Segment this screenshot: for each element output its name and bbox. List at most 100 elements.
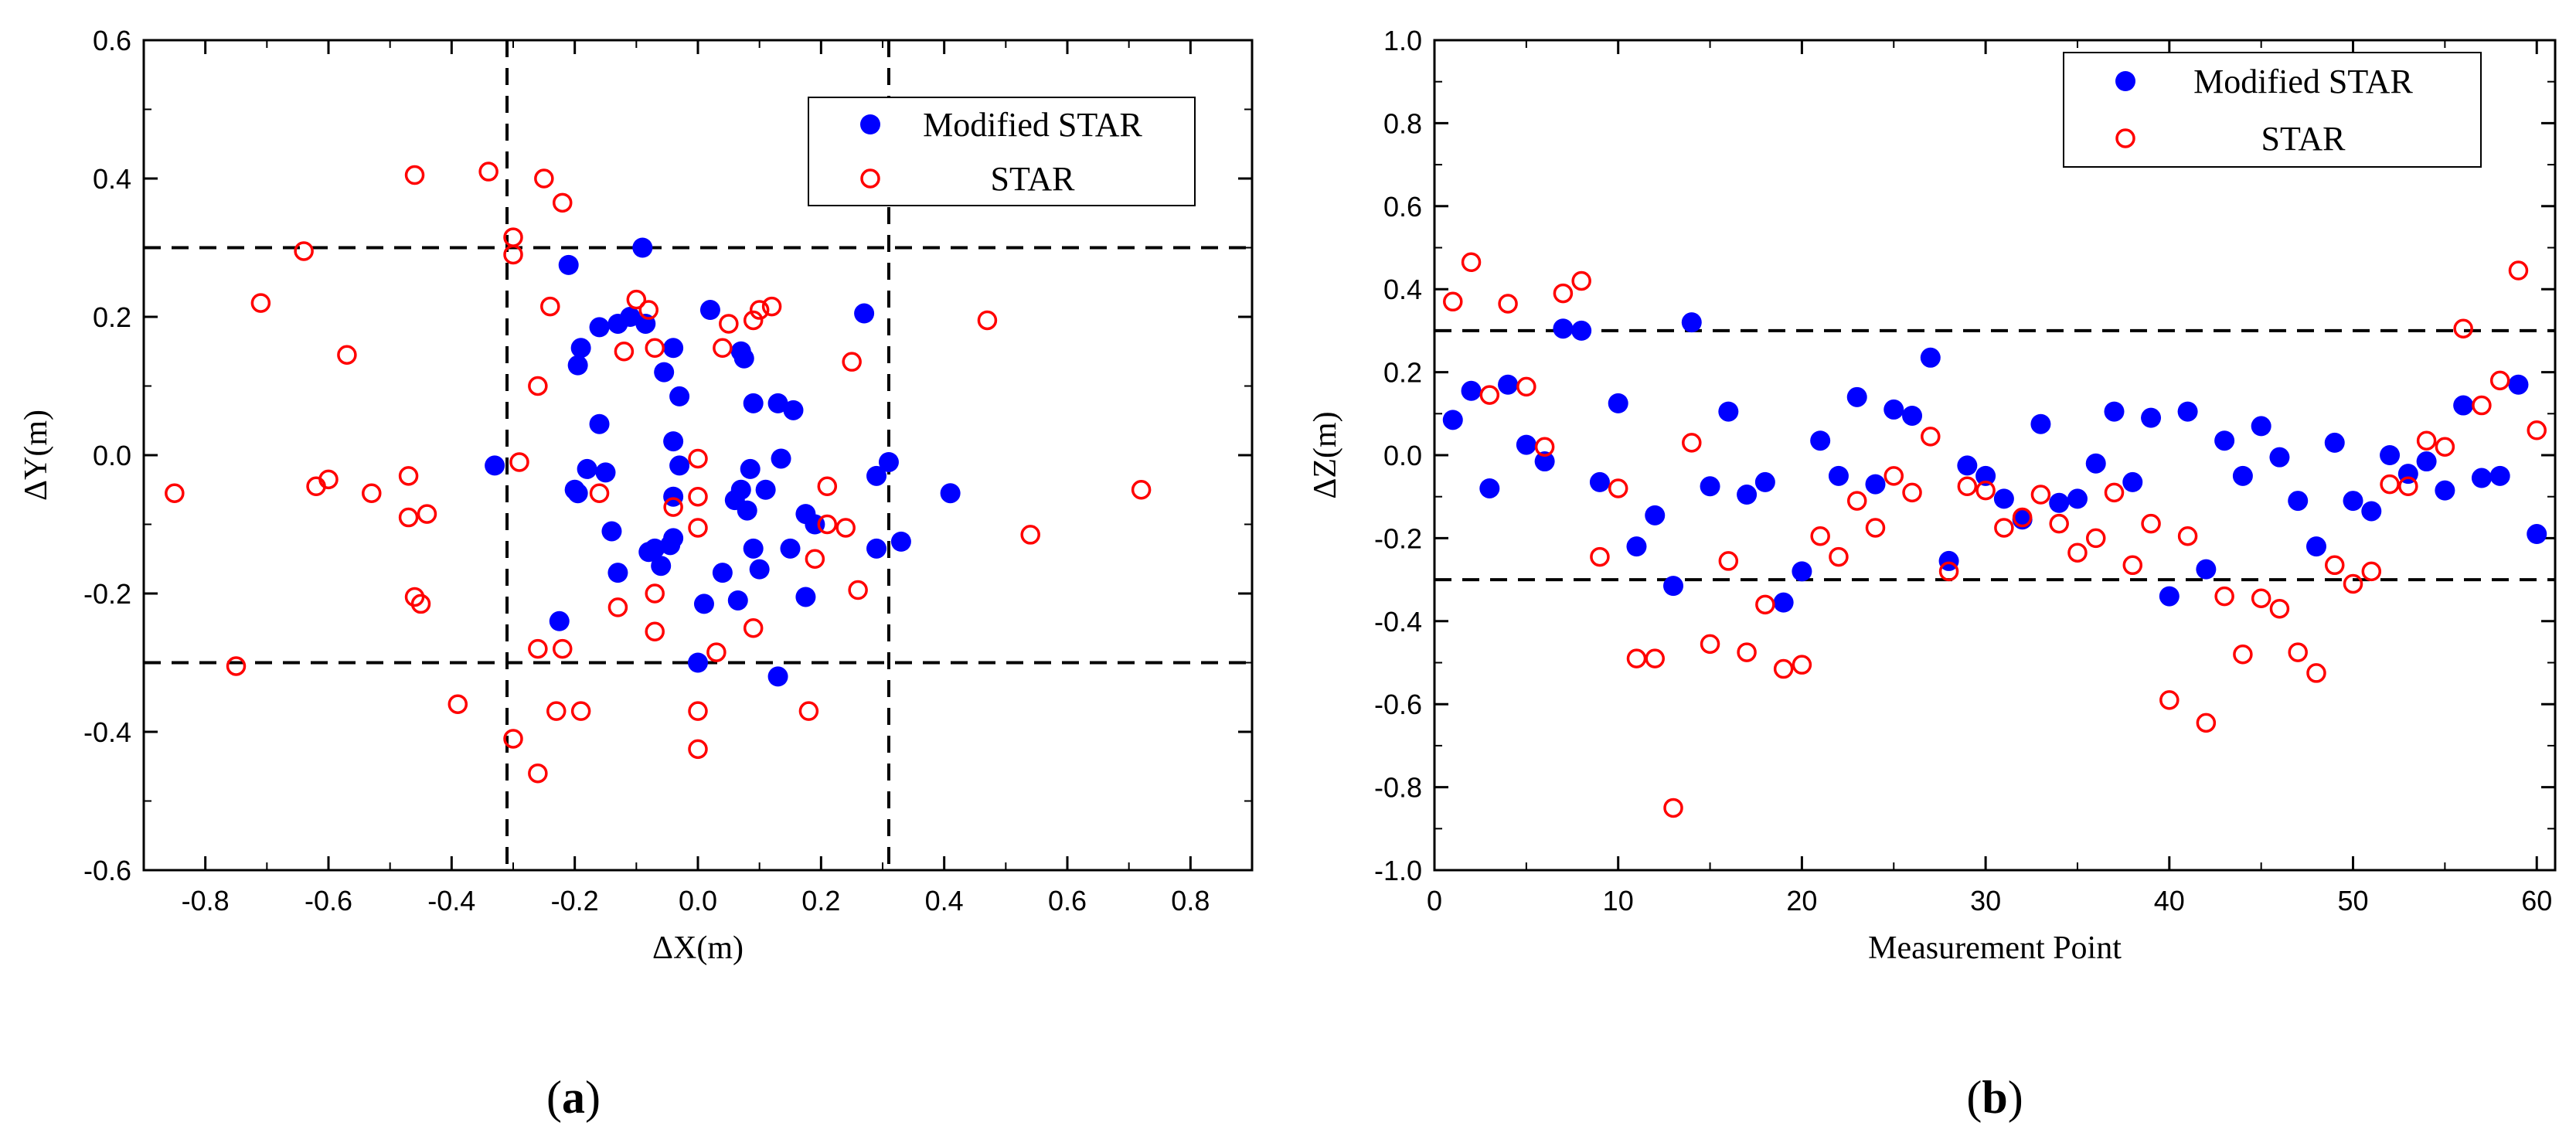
chart-b-point-star	[2489, 370, 2510, 391]
chart-a-point-modified-star	[780, 538, 801, 559]
chart-b-point-modified-star	[1957, 455, 1978, 476]
chart-b-point-modified-star	[2269, 447, 2290, 468]
chart-b-point-star	[1553, 283, 1574, 304]
chart-a-point-modified-star	[749, 559, 770, 580]
chart-b-point-modified-star	[2104, 401, 2125, 422]
chart-a-point-star	[645, 583, 665, 604]
chart-b-point-modified-star	[1920, 347, 1941, 368]
chart-b-point-modified-star	[2141, 407, 2162, 428]
chart-b-point-modified-star	[2471, 468, 2492, 488]
chart-a-point-star	[835, 518, 856, 538]
chart-a-point-star	[528, 376, 548, 396]
chart-a-x-tick-label: -0.2	[551, 885, 599, 917]
chart-b-point-modified-star	[2177, 401, 2198, 422]
chart-a-point-modified-star	[733, 348, 754, 369]
chart-b-point-star	[2380, 474, 2400, 495]
chart-a-point-star	[749, 300, 770, 320]
chart-b-point-star	[1737, 642, 1757, 662]
chart-b-point-star	[1626, 648, 1647, 668]
chart-a-y-tick-label: 0.0	[93, 440, 131, 471]
chart-a-point-modified-star	[693, 594, 714, 614]
chart-a-point-star	[318, 469, 339, 490]
chart-a-point-star	[614, 342, 635, 362]
chart-a-point-star	[713, 338, 733, 359]
chart-b-point-modified-star	[1553, 318, 1574, 339]
chart-b-point-star	[2343, 573, 2363, 594]
chart-b-point-star	[2214, 586, 2234, 607]
chart-b-point-modified-star	[1754, 471, 1775, 492]
chart-b-point-modified-star	[1718, 401, 1739, 422]
chart-b-point-star	[2306, 663, 2326, 683]
chart-b-point-modified-star	[1737, 485, 1758, 505]
chart-b-point-star	[1846, 491, 1867, 511]
chart-a-point-star	[688, 701, 708, 721]
chart-a-point-modified-star	[595, 462, 616, 483]
chart-b-point-star	[1773, 658, 1794, 679]
chart-a-point-star	[589, 483, 610, 503]
chart-b-point-modified-star	[1810, 430, 1831, 451]
chart-a-point-modified-star	[669, 386, 690, 406]
chart-b-point-star	[2527, 420, 2547, 440]
chart-b-legend-label: STAR	[2261, 120, 2346, 158]
chart-b-y-tick-label: -0.2	[1374, 522, 1422, 554]
chart-a-point-modified-star	[620, 307, 641, 327]
chart-b-legend-box	[2063, 52, 2482, 168]
chart-a-point-star	[447, 694, 468, 714]
chart-b-caption: (b)	[1966, 1072, 2023, 1123]
chart-b-point-star	[1975, 480, 1996, 501]
chart-a-legend-label: STAR	[991, 160, 1076, 198]
chart-b-point-star	[1994, 518, 2014, 538]
chart-b-legend-marker-star	[2115, 128, 2135, 148]
chart-b-point-modified-star	[1663, 576, 1684, 597]
chart-a-point-star	[645, 338, 665, 359]
chart-a-point-star	[719, 314, 739, 334]
chart-b-point-modified-star	[2343, 491, 2363, 512]
chart-b-point-star	[2177, 525, 2198, 546]
chart-a-point-star	[546, 701, 567, 721]
chart-a-x-tick-label: 0.4	[925, 885, 964, 917]
chart-b-point-star	[2453, 318, 2473, 338]
chart-b-point-star	[2325, 555, 2345, 576]
chart-a-point-star	[404, 165, 425, 185]
chart-b-point-modified-star	[2435, 480, 2455, 501]
chart-b-point-modified-star	[1461, 380, 1482, 401]
chart-b-point-modified-star	[1700, 476, 1720, 497]
chart-b-point-modified-star	[2508, 374, 2529, 395]
chart-a-point-star	[398, 466, 419, 486]
chart-b-legend-marker-modified-star	[2115, 71, 2135, 91]
chart-a-point-star	[528, 638, 548, 659]
chart-a-point-star	[848, 580, 868, 600]
chart-a-point-modified-star	[601, 521, 622, 542]
chart-b-point-star	[2030, 485, 2051, 505]
chart-a-point-modified-star	[567, 355, 588, 376]
chart-b-point-star	[2288, 642, 2308, 662]
chart-b-point-modified-star	[2527, 524, 2547, 545]
chart-a-x-tick-label: 0.8	[1171, 885, 1210, 917]
chart-a-x-tick-label: 0.2	[801, 885, 840, 917]
chart-a-point-modified-star	[866, 465, 887, 486]
chart-b-point-modified-star	[2489, 465, 2510, 486]
chart-b-y-axis-label: ΔZ(m)	[1308, 411, 1343, 498]
chart-b: 0 10 20 30 40 50 60 -1.0 -0.8 -0.6 -0.4 -0.2 0.0 0.2 0…	[1308, 25, 2557, 1123]
chart-a-point-modified-star	[854, 303, 875, 324]
chart-b-point-modified-star	[2232, 465, 2253, 486]
chart-a-point-modified-star	[767, 393, 788, 413]
chart-b-legend-label: Modified STAR	[2193, 63, 2413, 100]
chart-b-point-star	[2085, 528, 2106, 549]
chart-b-point-star	[1921, 427, 1941, 447]
chart-b-point-modified-star	[2305, 536, 2326, 557]
chart-a-point-star	[540, 296, 560, 317]
chart-a-point-modified-star	[795, 587, 816, 607]
chart-b-point-modified-star	[1681, 312, 1702, 333]
chart-b-point-star	[2269, 598, 2290, 619]
chart-a-point-star	[226, 656, 247, 676]
chart-b-point-star	[1534, 437, 1555, 457]
chart-a-point-modified-star	[940, 483, 961, 504]
chart-a-point-modified-star	[727, 590, 748, 611]
chart-a-x-tick-label: -0.6	[305, 885, 352, 917]
chart-a-x-tick-label: 0.6	[1048, 885, 1087, 917]
chart-b-point-star	[2104, 482, 2125, 503]
chart-a-x-tick-label: 0.0	[679, 885, 717, 917]
chart-a-point-modified-star	[651, 556, 672, 577]
chart-a-point-modified-star	[890, 531, 911, 552]
